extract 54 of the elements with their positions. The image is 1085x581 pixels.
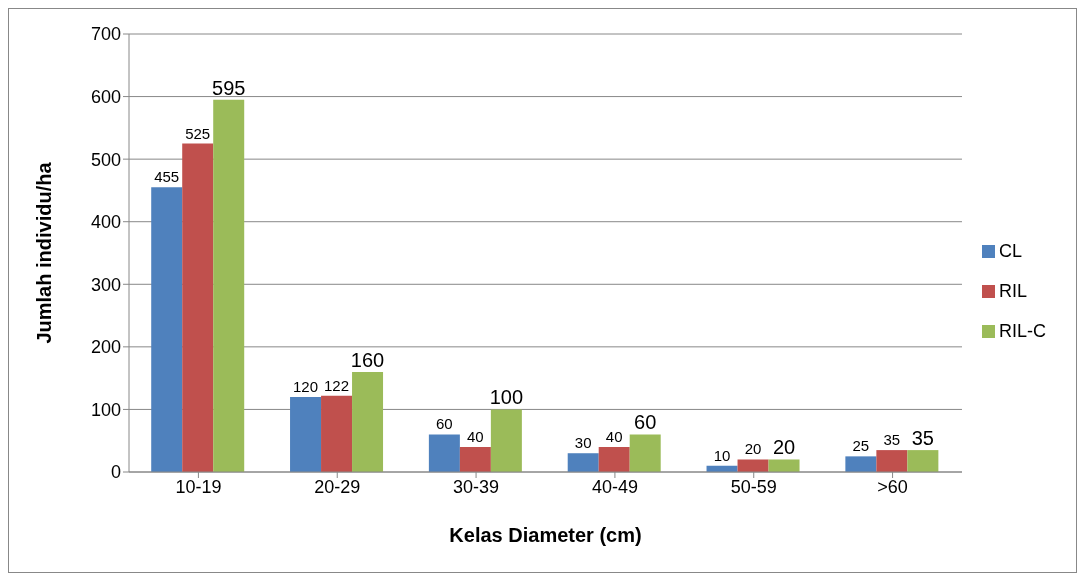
data-label: 120: [293, 377, 319, 395]
bar: [428, 434, 460, 472]
bar: [151, 187, 183, 472]
bar: [459, 446, 491, 472]
y-tick-label: 300: [90, 274, 121, 295]
data-label: 20: [744, 440, 762, 458]
data-label: 595: [212, 76, 246, 99]
data-label: 525: [185, 124, 211, 142]
bar: [213, 99, 245, 472]
x-axis-title: Kelas Diameter (cm): [449, 524, 642, 546]
data-label: 60: [436, 415, 453, 433]
data-label: 20: [772, 436, 796, 459]
data-label: 35: [911, 427, 934, 450]
data-label: 60: [634, 411, 657, 434]
data-label: 30: [574, 434, 592, 452]
bar: [182, 143, 214, 472]
y-tick-label: 0: [110, 462, 121, 483]
data-label: 10: [713, 446, 731, 464]
data-label: 40: [467, 427, 484, 445]
x-tick-label: 50-59: [730, 476, 777, 497]
data-label: 40: [605, 427, 623, 445]
legend-label: CL: [998, 240, 1022, 261]
bar: [629, 434, 661, 472]
data-label: 25: [852, 437, 870, 455]
legend-label: RIL: [998, 280, 1027, 301]
x-tick-label: 40-49: [591, 476, 638, 497]
bar: [768, 459, 800, 472]
y-tick-label: 100: [90, 399, 121, 420]
data-label: 35: [883, 431, 901, 449]
x-tick-label: 30-39: [453, 476, 500, 497]
x-tick-label: >60: [877, 476, 908, 497]
y-tick-label: 600: [90, 86, 121, 107]
y-tick-label: 500: [90, 149, 121, 170]
bar: [567, 453, 599, 472]
bar: [845, 456, 877, 472]
x-tick-label: 10-19: [175, 476, 222, 497]
y-tick-label: 400: [90, 212, 121, 233]
data-label: 455: [154, 168, 180, 186]
bar: [598, 446, 630, 472]
bar: [321, 395, 353, 472]
y-tick-label: 200: [90, 337, 121, 358]
bar: [490, 409, 522, 472]
bar: [876, 450, 908, 472]
legend-label: RIL-C: [998, 320, 1046, 341]
y-tick-label: 700: [90, 24, 121, 45]
data-label: 100: [489, 386, 524, 409]
bar: [352, 371, 384, 472]
x-tick-label: 20-29: [314, 476, 361, 497]
data-label: 122: [324, 376, 350, 394]
bar: [907, 450, 939, 472]
bar: [290, 396, 322, 472]
y-axis-title: Jumlah individu/ha: [33, 161, 56, 344]
data-label: 160: [350, 348, 385, 371]
bar: [737, 459, 769, 472]
